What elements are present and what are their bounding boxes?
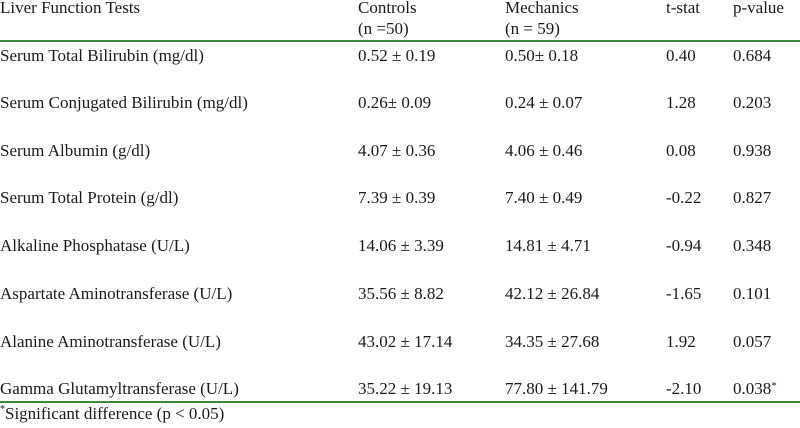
p-value-text: 0.057 [733, 332, 772, 351]
row-test-name: Alanine Aminotransferase (U/L) [0, 332, 221, 351]
p-value-text: 0.203 [733, 93, 772, 112]
row-mechanics-value: 14.81 ± 4.71 [505, 236, 591, 255]
row-mechanics-value: 42.12 ± 26.84 [505, 284, 600, 303]
row-t-stat: 1.28 [666, 93, 696, 112]
row-t-stat: 1.92 [666, 332, 696, 351]
bottom-rule [0, 401, 800, 403]
p-value-text: 0.101 [733, 284, 772, 303]
footnote: *Significant difference (p < 0.05) [0, 404, 224, 424]
row-p-value: 0.348 [733, 236, 771, 256]
significance-mark: * [771, 380, 777, 392]
row-controls-value: 7.39 ± 0.39 [358, 188, 436, 207]
row-test-name: Serum Total Bilirubin (mg/dl) [0, 46, 204, 65]
header-rule [0, 40, 800, 42]
row-controls-value: 43.02 ± 17.14 [358, 332, 453, 351]
row-controls-value: 0.26± 0.09 [358, 93, 432, 112]
row-controls-value: 4.07 ± 0.36 [358, 141, 436, 160]
row-mechanics-value: 7.40 ± 0.49 [505, 188, 583, 207]
row-p-value: 0.038* [733, 379, 777, 399]
footnote-text: Significant difference (p < 0.05) [5, 404, 225, 423]
header-controls-n: (n =50) [358, 19, 409, 38]
row-t-stat: -0.94 [666, 236, 702, 255]
row-p-value: 0.684 [733, 46, 771, 66]
row-t-stat: 0.40 [666, 46, 696, 65]
footnote-mark: * [0, 404, 5, 415]
row-controls-value: 35.56 ± 8.82 [358, 284, 444, 303]
row-t-stat: 0.08 [666, 141, 696, 160]
row-test-name: Serum Albumin (g/dl) [0, 141, 151, 160]
p-value-text: 0.684 [733, 46, 772, 65]
row-t-stat: -1.65 [666, 284, 702, 303]
header-t-stat: t-stat [666, 0, 700, 17]
row-p-value: 0.827 [733, 188, 771, 208]
p-value-text: 0.348 [733, 236, 772, 255]
row-controls-value: 0.52 ± 0.19 [358, 46, 436, 65]
header-mechanics: Mechanics [505, 0, 579, 17]
row-t-stat: -2.10 [666, 379, 702, 398]
row-mechanics-value: 77.80 ± 141.79 [505, 379, 608, 398]
row-controls-value: 35.22 ± 19.13 [358, 379, 453, 398]
row-mechanics-value: 34.35 ± 27.68 [505, 332, 600, 351]
p-value-text: 0.827 [733, 188, 772, 207]
row-test-name: Aspartate Aminotransferase (U/L) [0, 284, 233, 303]
row-p-value: 0.938 [733, 141, 771, 161]
row-t-stat: -0.22 [666, 188, 702, 207]
row-test-name: Gamma Glutamyltransferase (U/L) [0, 379, 239, 398]
row-test-name: Serum Conjugated Bilirubin (mg/dl) [0, 93, 248, 112]
row-mechanics-value: 0.24 ± 0.07 [505, 93, 583, 112]
row-p-value: 0.057 [733, 332, 771, 352]
header-mechanics-n: (n = 59) [505, 19, 560, 38]
row-mechanics-value: 4.06 ± 0.46 [505, 141, 583, 160]
header-liver-function-tests: Liver Function Tests [0, 0, 141, 17]
row-p-value: 0.101 [733, 284, 771, 304]
header-p-value: p-value [733, 0, 784, 17]
p-value-text: 0.038 [733, 379, 772, 398]
header-controls: Controls [358, 0, 417, 17]
row-test-name: Alkaline Phosphatase (U/L) [0, 236, 190, 255]
row-controls-value: 14.06 ± 3.39 [358, 236, 444, 255]
row-test-name: Serum Total Protein (g/dl) [0, 188, 179, 207]
row-p-value: 0.203 [733, 93, 771, 113]
p-value-text: 0.938 [733, 141, 772, 160]
row-mechanics-value: 0.50± 0.18 [505, 46, 579, 65]
